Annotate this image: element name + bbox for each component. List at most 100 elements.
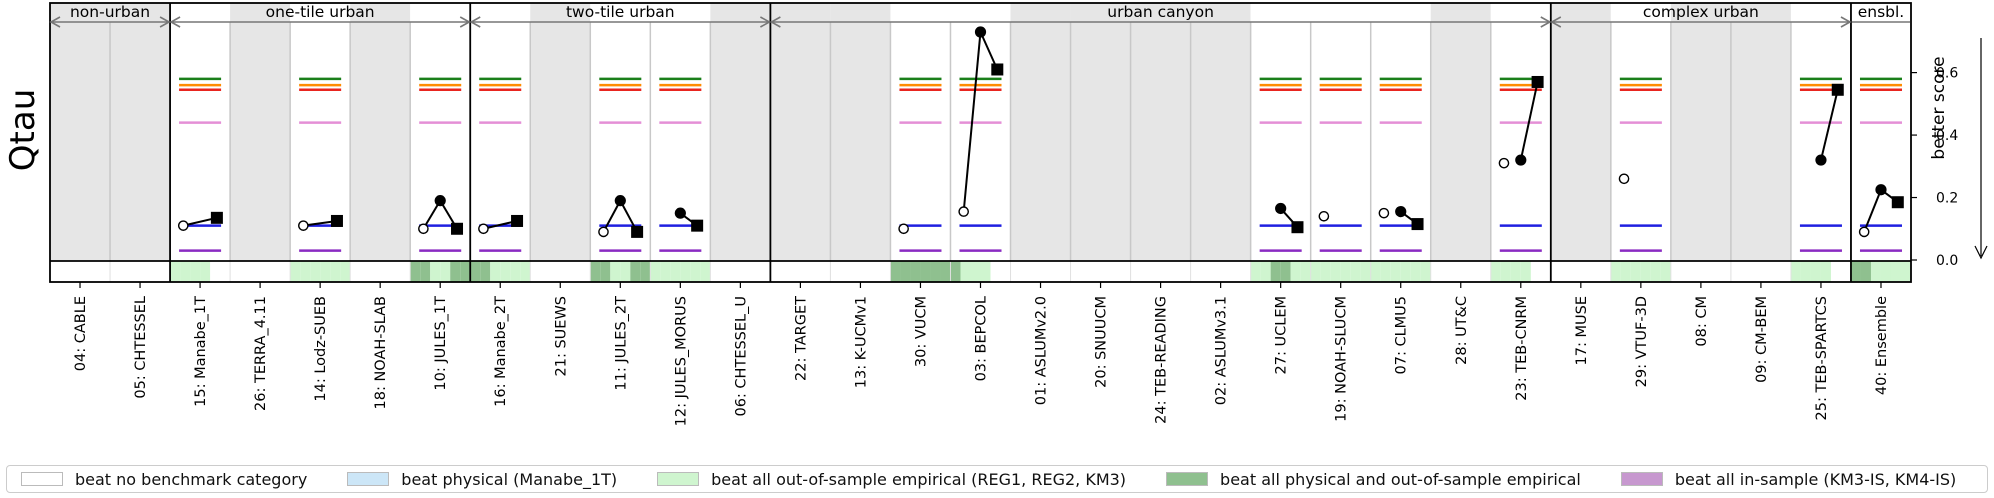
benchmark-bar-cell xyxy=(960,261,971,282)
benchmark-bar-cell xyxy=(1270,261,1281,282)
legend-swatch-empirical xyxy=(657,472,700,486)
x-tick-label-manabe-2t: 16: Manabe_2T xyxy=(493,296,509,407)
column-muse xyxy=(1550,3,1611,261)
x-tick-label-aslumv3-1: 02: ASLUMv3.1 xyxy=(1214,296,1230,405)
score-lodz-sueb-stage1-point xyxy=(298,220,309,231)
legend-swatch-physical xyxy=(347,472,390,486)
benchmark-bar-cell xyxy=(600,261,611,282)
benchmark-bar-cell xyxy=(1370,261,1381,282)
score-ensemble-segment xyxy=(1863,189,1882,233)
benchmark-bar-cell xyxy=(1650,261,1661,282)
score-teb-cnrm-stage2-point xyxy=(1515,154,1527,166)
benchmark-bar-cell xyxy=(330,261,341,282)
x-tick-label-lodz-sueb: 14: Lodz-SUEB xyxy=(313,296,329,402)
benchmark-bar-cell xyxy=(590,261,601,282)
column-cable xyxy=(50,3,111,261)
legend-swatch-insample xyxy=(1620,472,1663,486)
benchmark-bar-cell xyxy=(410,261,421,282)
column-aslumv3-1 xyxy=(1190,3,1251,261)
score-jules-1t-stage2-point xyxy=(434,195,446,207)
legend-label-physical: beat physical (Manabe_1T) xyxy=(401,469,618,489)
benchmark-bar-cell xyxy=(1310,261,1321,282)
model-columns xyxy=(50,3,1911,261)
column-vucm xyxy=(890,3,951,261)
score-ensemble-stage1-point xyxy=(1858,226,1870,238)
x-tick-label-clmu5: 07: CLMU5 xyxy=(1394,296,1410,375)
benchmark-bar-cell xyxy=(1890,261,1901,282)
x-tick-label-jules-2t: 11: JULES_2T xyxy=(613,296,629,391)
score-bepcol-stage3-point xyxy=(991,63,1004,76)
column-chtessel-u xyxy=(710,3,771,261)
score-teb-cnrm-segment xyxy=(1519,81,1539,161)
benchmark-bar-cell xyxy=(660,261,671,282)
column-suews xyxy=(530,3,591,261)
x-tick-label-noah-slab: 18: NOAH-SLAB xyxy=(373,296,389,410)
benchmark-bar-cell xyxy=(1360,261,1371,282)
benchmark-bar-cell xyxy=(1900,261,1911,282)
score-lodz-sueb-stage3-point xyxy=(330,214,343,227)
group-arrow-right xyxy=(459,16,471,28)
score-uclem-stage2-point xyxy=(1275,202,1287,215)
benchmark-bar-cell xyxy=(1850,261,1861,282)
score-bepcol-segment xyxy=(962,31,982,212)
group-label: ensbl. xyxy=(1858,3,1905,21)
score-vucm-stage1-point xyxy=(898,223,909,235)
column-chtessel xyxy=(110,3,171,261)
score-teb-spartcs-stage2-point xyxy=(1815,154,1827,166)
x-tick-label-jules-morus: 12: JULES_MORUS xyxy=(673,296,689,426)
legend-label-physical_empirical: beat all physical and out-of-sample empi… xyxy=(1220,469,1581,489)
benchmark-bar-cell xyxy=(950,261,961,282)
x-axis: 04: CABLE 05: CHTESSEL 15: Manabe_1T 26: TE… xyxy=(73,282,1890,426)
benchmark-bar-cell xyxy=(1820,261,1831,282)
y-tick-label: 0.2 xyxy=(1936,191,1958,207)
y-tick-label: 0.6 xyxy=(1936,66,1958,82)
benchmark-bar-cell xyxy=(170,261,181,282)
qtau-chart: non-urban one-tile urban two-tile urban urb… xyxy=(3,2,1988,426)
benchmark-bar-cell xyxy=(1790,261,1801,282)
benchmark-bar-cell xyxy=(1280,261,1291,282)
column-terra-4-11 xyxy=(230,3,291,261)
x-tick-label-muse: 17: MUSE xyxy=(1574,296,1590,365)
model-scores xyxy=(177,26,1904,238)
x-tick-label-ensemble: 40: Ensemble xyxy=(1874,296,1890,395)
benchmark-bar-cell xyxy=(490,261,501,282)
column-cm-bem xyxy=(1730,3,1791,261)
x-tick-label-noah-slucm: 19: NOAH-SLUCM xyxy=(1334,296,1350,422)
benchmark-bar-cell xyxy=(1810,261,1821,282)
column-ut-c xyxy=(1430,3,1491,261)
column-aslumv2-0 xyxy=(1010,3,1071,261)
x-tick-label-target: 22: TARGET xyxy=(793,296,809,381)
group-arrow-right xyxy=(1840,16,1852,28)
score-bepcol-stage2-point xyxy=(974,26,987,38)
x-tick-label-manabe-1t: 15: Manabe_1T xyxy=(193,296,209,407)
benchmark-bar-cell xyxy=(680,261,691,282)
x-tick-label-teb-cnrm: 23: TEB-CNRM xyxy=(1514,296,1530,401)
benchmark-bar-cell xyxy=(620,261,631,282)
column-clmu5 xyxy=(1370,3,1431,261)
legend-label-insample: beat all in-sample (KM3-IS, KM4-IS) xyxy=(1674,469,1957,489)
column-noah-slab xyxy=(350,3,411,261)
column-jules-2t xyxy=(590,3,651,261)
legend-item-physical_empirical: beat all physical and out-of-sample empi… xyxy=(1166,470,1581,489)
legend-item-empirical: beat all out-of-sample empirical (REG1, … xyxy=(657,470,1126,489)
benchmark-bar-cell xyxy=(320,261,331,282)
column-teb-cnrm xyxy=(1490,3,1551,261)
column-uclem xyxy=(1250,3,1311,261)
benchmark-bar-cell xyxy=(180,261,191,282)
x-tick-label-vucm: 30: VUCM xyxy=(913,296,929,367)
score-clmu5-stage3-point xyxy=(1411,218,1424,231)
group-label: complex urban xyxy=(1643,3,1759,21)
group-arrow-left xyxy=(469,16,481,28)
score-ensemble-stage2-point xyxy=(1875,184,1887,196)
score-noah-slucm-stage1-point xyxy=(1318,210,1330,222)
column-jules-1t xyxy=(410,3,471,261)
column-snuucm xyxy=(1070,3,1131,261)
score-jules-1t-stage3-point xyxy=(451,222,464,235)
x-tick-label-jules-1t: 10: JULES_1T xyxy=(433,296,449,391)
score-clmu5-stage1-point xyxy=(1378,207,1390,219)
group-arrow-left xyxy=(169,16,181,28)
score-teb-cnrm-stage1-point xyxy=(1498,157,1510,169)
benchmark-bar-cell xyxy=(190,261,201,282)
score-teb-spartcs-stage3-point xyxy=(1831,83,1844,96)
benchmark-bar-cell xyxy=(470,261,481,282)
